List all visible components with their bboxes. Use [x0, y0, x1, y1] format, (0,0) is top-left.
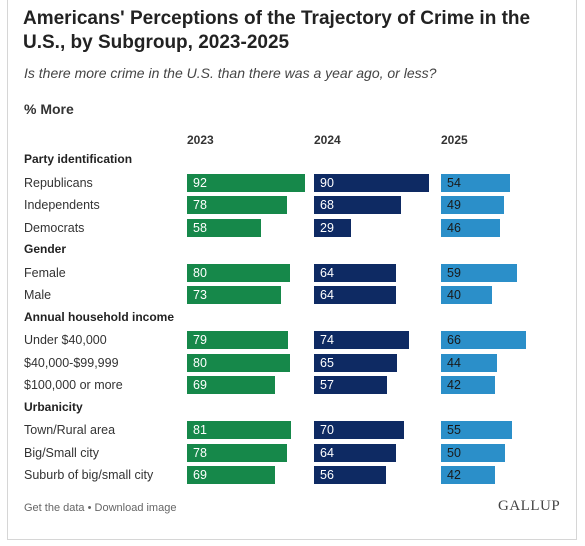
data-label: 74: [320, 333, 334, 347]
data-label: 79: [193, 333, 207, 347]
data-label: 44: [447, 355, 461, 370]
group-heading: Party identification: [24, 152, 133, 166]
group-heading: Urbanicity: [24, 399, 83, 414]
measure-label: % More: [24, 101, 74, 117]
row-label: Town/Rural area: [24, 423, 116, 437]
bar-2025: [441, 376, 495, 394]
bar-2024: [314, 443, 396, 462]
bar-2023: [187, 353, 290, 372]
data-label: 59: [447, 265, 461, 280]
bar-2024: [314, 421, 404, 439]
chart-subtitle: Is there more crime in the U.S. than the…: [24, 65, 437, 81]
bar-2025: [441, 443, 505, 462]
bar-2023: [187, 218, 261, 237]
row-label: Republicans: [24, 175, 93, 190]
bar-2023: [187, 466, 275, 484]
bar-2025: [441, 353, 497, 372]
data-label: 64: [320, 445, 334, 460]
bar-2025: [441, 196, 504, 214]
data-label: 69: [193, 468, 207, 482]
gallup-logo: GALLUP: [498, 498, 561, 514]
bar-2023: [187, 173, 305, 192]
bar-2024: [314, 218, 351, 237]
bar-2023: [187, 421, 291, 439]
footer-separator: •: [84, 502, 95, 514]
data-label: 50: [447, 445, 461, 460]
data-label: 78: [193, 198, 207, 212]
bar-2025: [441, 218, 500, 237]
group-heading: Gender: [24, 242, 67, 256]
row-label: Under $40,000: [24, 333, 107, 347]
row-label: $40,000-$99,999: [24, 355, 119, 370]
data-label: 29: [320, 220, 334, 235]
bar-2023: [187, 263, 290, 282]
bar-2025: [441, 173, 510, 192]
bar-2024: [314, 466, 386, 484]
get-data-link[interactable]: Get the data: [24, 502, 85, 514]
bar-2024: [314, 331, 409, 349]
bar-2024: [314, 376, 387, 394]
footer-links: Get the data • Download image: [24, 502, 176, 514]
bar-2023: [187, 331, 288, 349]
row-label: Male: [24, 288, 52, 302]
bar-2024: [314, 353, 397, 372]
row-label: Independents: [24, 198, 100, 212]
download-image-link[interactable]: Download image: [94, 502, 177, 514]
data-label: 73: [193, 288, 207, 302]
row-label: Big/Small city: [24, 445, 100, 460]
column-header-2024: 2024: [314, 133, 341, 147]
chart-title: Americans' Perceptions of the Trajectory…: [23, 8, 531, 53]
bar-2024: [314, 173, 429, 192]
data-label: 54: [447, 175, 461, 190]
bar-2023: [187, 443, 287, 462]
data-label: 46: [447, 220, 461, 235]
row-label: Female: [24, 265, 66, 280]
data-label: 70: [320, 423, 334, 437]
data-label: 80: [193, 265, 207, 280]
data-label: 66: [447, 333, 461, 347]
row-label: Democrats: [24, 220, 85, 235]
data-label: 57: [320, 378, 334, 392]
data-label: 64: [320, 265, 334, 280]
bar-2024: [314, 196, 401, 214]
data-label: 80: [193, 355, 207, 370]
data-label: 56: [320, 468, 334, 482]
bar-2025: [441, 263, 517, 282]
bar-2023: [187, 196, 287, 214]
data-label: 42: [447, 468, 461, 482]
column-header-2023: 2023: [187, 133, 214, 147]
column-header-2025: 2025: [441, 133, 468, 147]
bar-2025: [441, 466, 495, 484]
data-label: 65: [320, 355, 334, 370]
row-label: $100,000 or more: [24, 378, 123, 392]
data-label: 40: [447, 288, 461, 302]
data-label: 64: [320, 288, 334, 302]
data-label: 90: [320, 175, 334, 190]
group-heading: Annual household income: [24, 309, 175, 324]
bar-2025: [441, 421, 512, 439]
data-label: 78: [193, 445, 207, 460]
row-label: Suburb of big/small city: [24, 468, 154, 482]
data-label: 58: [193, 220, 207, 235]
data-label: 42: [447, 378, 461, 392]
data-label: 69: [193, 378, 207, 392]
data-label: 49: [447, 198, 461, 212]
bar-2024: [314, 263, 396, 282]
data-label: 55: [447, 423, 461, 437]
bar-2025: [441, 286, 492, 304]
data-label: 68: [320, 198, 334, 212]
data-label: 92: [193, 175, 207, 190]
data-label: 81: [193, 423, 207, 437]
bar-2024: [314, 286, 396, 304]
bar-2025: [441, 331, 526, 349]
bar-2023: [187, 286, 281, 304]
bar-2023: [187, 376, 275, 394]
